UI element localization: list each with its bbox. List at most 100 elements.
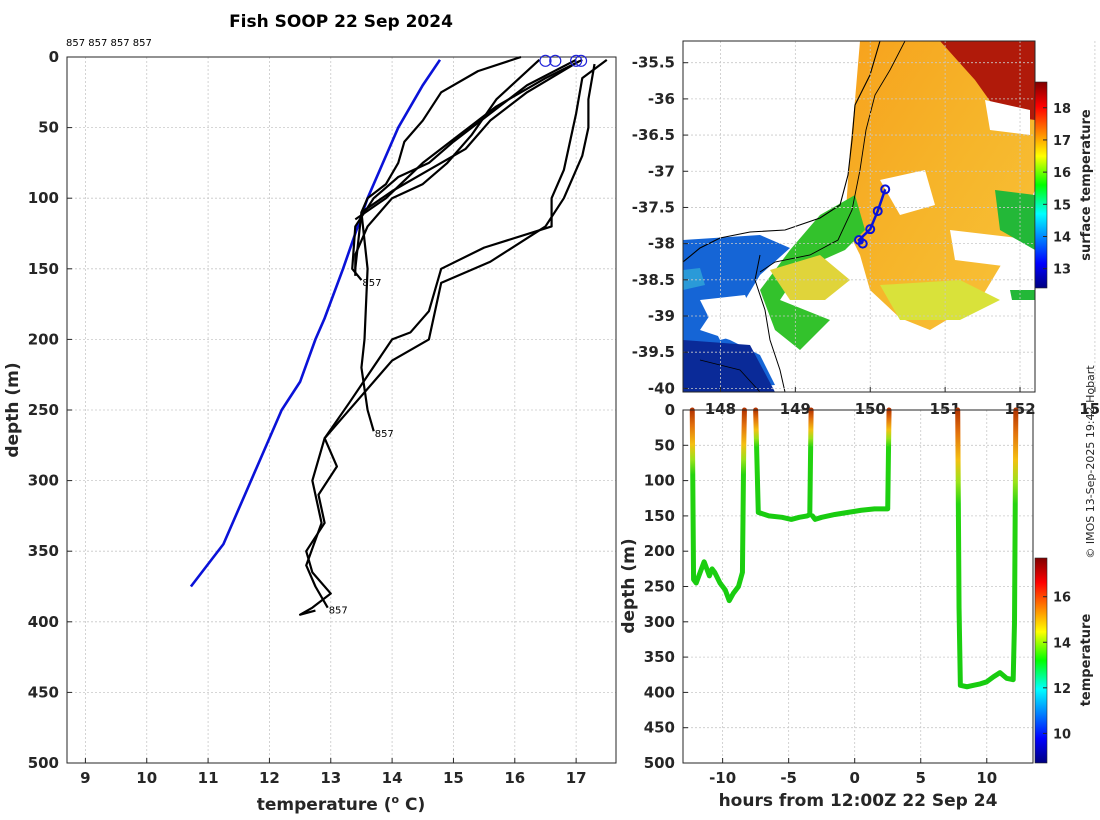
section-y-tick-8: 400 [644,683,675,701]
profiles-y-label: depth (m) [3,362,23,457]
map-cyan-patch [683,268,705,290]
map-cb-tick-2: 15 [1053,198,1071,213]
section-y-ticks: 0 50 100 150 200 250 300 350 400 450 500 [644,401,688,772]
profiles-marker-1 [549,54,562,67]
map-green-east [995,190,1035,250]
map-tasmania-coast [699,359,761,392]
section-y-tick-10: 500 [644,754,675,772]
map-cb-tick-5: 18 [1053,102,1071,117]
map-yellow-east [880,280,1000,320]
section-y-tick-2: 100 [644,472,675,490]
section-colorbar [1034,557,1048,764]
map-very-cold-water [683,340,775,392]
profiles-y-tick-2: 100 [28,189,59,207]
section-y-tick-5: 250 [644,578,675,596]
section-colorbar-label: temperature [1079,614,1094,707]
map-contour [759,41,906,273]
section-series [689,407,1019,690]
cast-1-label: 857 [375,429,394,440]
section-y-tick-4: 200 [644,542,675,560]
map-x-tick-1: 149 [780,400,811,418]
map-y-tick-6: -38.5 [632,271,675,289]
map-grid [683,41,1096,392]
profiles-marker-2 [570,54,583,67]
map-track-point-1 [872,206,883,217]
cast-6-label: 857 [329,606,348,617]
map-y-tick-3: -37 [648,162,675,180]
profiles-y-tick-1: 50 [38,119,59,137]
section-x-tick-2: 0 [849,769,859,787]
cast-3-line [354,59,541,276]
profiles-x-tick-6: 15 [443,769,464,787]
profile-4-line [955,407,1019,690]
map-y-tick-2: -36.5 [632,126,675,144]
profiles-x-label-text: temperature ( [257,795,392,815]
section-x-tick-1: -5 [780,769,797,787]
map-shelf-line [754,254,786,392]
profile-2-line [753,407,814,522]
section-cb-tick-2: 14 [1053,636,1071,651]
section-x-tick-4: 10 [976,769,997,787]
cast-2-label: 857 [362,278,381,289]
cast-7-line [298,63,596,616]
profiles-x-tick-1: 10 [136,769,157,787]
profiles-y-tick-4: 200 [28,330,59,348]
profiles-y-tick-5: 250 [28,401,59,419]
map-green-small [1010,290,1035,300]
map-x-tick-2: 150 [855,400,886,418]
profiles-axes-box [66,56,617,764]
map-colorbar [1034,81,1048,289]
map-track [854,184,891,249]
profiles-x-label-tail: C) [399,795,425,815]
map-track-point-4 [857,238,868,249]
map-x-tick-5: 153 [1079,400,1100,418]
map-colorbar-label: surface temperature [1079,109,1094,261]
map-track-point-2 [865,224,876,235]
map-x-tick-4: 152 [1004,400,1035,418]
profiles-x-label-sup: o [392,793,400,806]
credit-text: © IMOS 13-Sep-2025 19:42 Hobart [1084,365,1097,559]
profiles-x-tick-0: 9 [80,769,90,787]
profiles-y-tick-0: 0 [49,48,59,66]
profiles-x-tick-7: 16 [504,769,525,787]
cast-6-line [305,58,608,609]
profiles-x-tick-3: 12 [259,769,280,787]
profiles-y-tick-6: 300 [28,472,59,490]
section-x-label: hours from 12:00Z 22 Sep 24 [719,791,998,811]
map-cb-tick-4: 17 [1053,134,1071,149]
map-track-point-0 [880,184,891,195]
cast-2-line [351,58,577,281]
profiles-markers [539,54,588,67]
map-yellow-patch [770,255,850,300]
profiles-marker-0 [539,54,552,67]
map-y-tick-5: -38 [648,235,675,253]
profiles-series: 857 857 857 [189,55,608,617]
map-hot-water [940,41,1035,120]
section-x-tick-0: -10 [709,769,736,787]
section-x-tick-3: 5 [916,769,926,787]
profiles-x-label: temperature (o C) [257,793,426,815]
profiles-y-tick-3: 150 [28,260,59,278]
map-x-tick-0: 148 [705,400,736,418]
profiles-grid [67,56,616,764]
map-field [683,41,1035,392]
climatology-line [189,59,442,588]
profiles-x-tick-8: 17 [566,769,587,787]
profiles-y-tick-9: 450 [28,683,59,701]
section-cb-tick-3: 16 [1053,591,1071,606]
map-cb-tick-3: 16 [1053,166,1071,181]
profiles-x-tick-2: 11 [198,769,219,787]
profiles-top-labels: 857 857 857 857 [66,38,152,49]
section-y-tick-3: 150 [644,507,675,525]
section-y-label: depth (m) [619,538,639,633]
map-cloud-1 [985,100,1030,135]
map-x-tick-3: 151 [929,400,960,418]
map-cloud-2 [880,170,935,215]
section-cb-tick-1: 12 [1053,682,1071,697]
profiles-y-tick-7: 350 [28,542,59,560]
map-green-band [760,195,865,350]
map-coastline [683,41,881,263]
section-x-ticks: -10 -5 0 5 10 [709,758,997,787]
map-cloud-3 [950,230,1035,270]
